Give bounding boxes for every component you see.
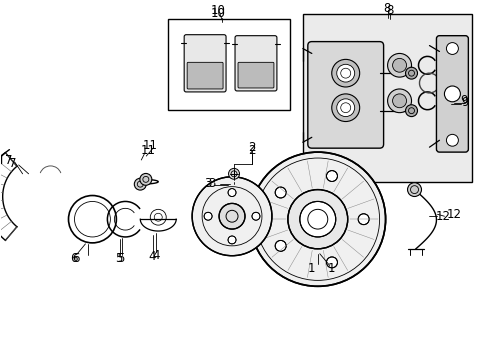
- Text: 2: 2: [248, 141, 255, 154]
- Circle shape: [407, 183, 421, 197]
- FancyBboxPatch shape: [436, 36, 468, 152]
- Text: 7: 7: [5, 153, 12, 167]
- FancyBboxPatch shape: [307, 42, 383, 148]
- Bar: [302, 14, 471, 182]
- Circle shape: [387, 89, 411, 113]
- Text: 7: 7: [9, 157, 17, 170]
- Text: 4: 4: [152, 249, 160, 262]
- Circle shape: [203, 212, 212, 220]
- Circle shape: [336, 64, 354, 82]
- Circle shape: [299, 202, 335, 237]
- Text: 1: 1: [327, 262, 335, 275]
- Circle shape: [249, 152, 385, 286]
- Text: 8: 8: [382, 1, 389, 14]
- Circle shape: [392, 94, 406, 108]
- FancyBboxPatch shape: [184, 35, 225, 92]
- Circle shape: [228, 168, 239, 179]
- Text: 6: 6: [72, 252, 79, 265]
- Circle shape: [227, 236, 236, 244]
- Circle shape: [405, 105, 417, 117]
- Text: 3: 3: [208, 177, 215, 190]
- Circle shape: [387, 53, 411, 77]
- Text: 2: 2: [248, 144, 255, 157]
- Circle shape: [336, 99, 354, 117]
- Circle shape: [140, 174, 151, 185]
- Text: 3: 3: [204, 177, 211, 190]
- Circle shape: [287, 190, 347, 249]
- Text: 4: 4: [148, 250, 156, 263]
- Circle shape: [275, 240, 285, 251]
- Text: 11: 11: [142, 139, 158, 152]
- Circle shape: [326, 171, 337, 181]
- Bar: [168, 19, 289, 110]
- Circle shape: [392, 58, 406, 72]
- Text: 10: 10: [210, 4, 225, 17]
- Circle shape: [405, 67, 417, 79]
- Circle shape: [219, 203, 244, 229]
- Text: 9: 9: [461, 96, 468, 109]
- Circle shape: [251, 212, 260, 220]
- Circle shape: [331, 94, 359, 122]
- Circle shape: [446, 42, 457, 54]
- Text: 9: 9: [460, 94, 467, 107]
- Text: 6: 6: [70, 252, 77, 265]
- Text: 12: 12: [435, 210, 450, 223]
- Text: 12: 12: [446, 208, 461, 221]
- Text: 5: 5: [115, 252, 122, 265]
- Circle shape: [275, 187, 285, 198]
- Circle shape: [444, 86, 459, 102]
- Circle shape: [357, 214, 368, 225]
- Circle shape: [192, 177, 271, 256]
- Circle shape: [446, 134, 457, 146]
- FancyBboxPatch shape: [238, 62, 273, 88]
- Text: 10: 10: [210, 8, 225, 21]
- Circle shape: [331, 59, 359, 87]
- FancyBboxPatch shape: [187, 62, 223, 89]
- Circle shape: [134, 178, 146, 190]
- FancyBboxPatch shape: [235, 36, 276, 91]
- Text: 5: 5: [117, 252, 124, 265]
- Circle shape: [326, 257, 337, 268]
- Text: 8: 8: [385, 4, 392, 17]
- Text: 1: 1: [307, 262, 315, 275]
- Text: 11: 11: [141, 144, 156, 157]
- Circle shape: [227, 189, 236, 197]
